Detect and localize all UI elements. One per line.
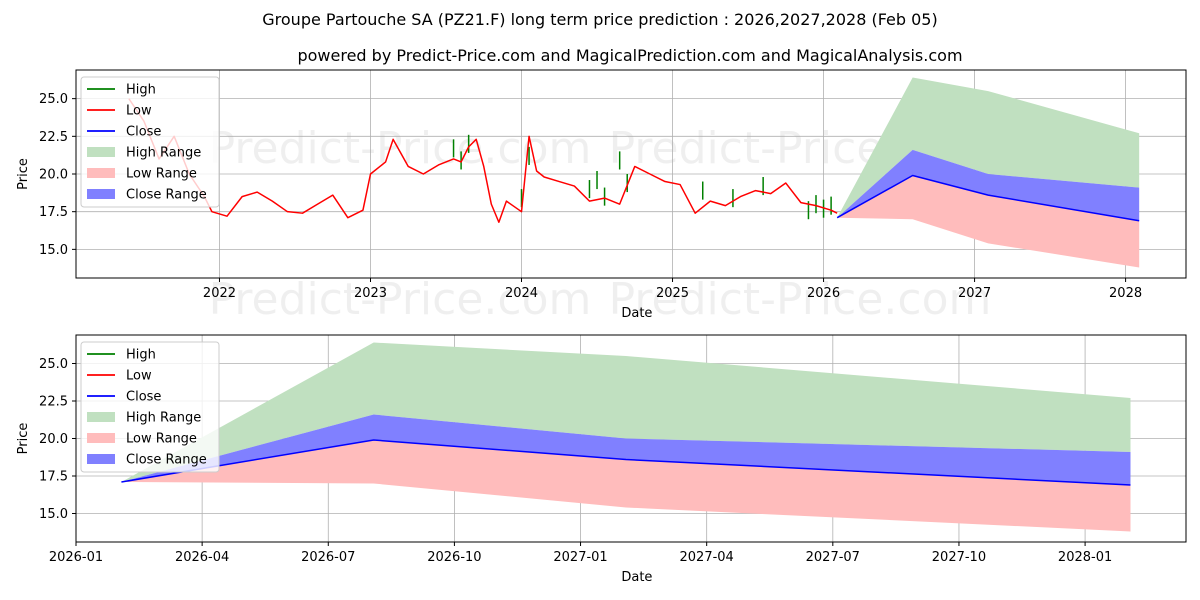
x-tick-label: 2028-01 [1058,550,1112,565]
x-axis-label: Date [621,570,652,585]
legend-high-label: High [126,348,156,363]
legend-low-label: Low [126,104,152,119]
y-tick-label: 25.0 [39,357,68,372]
x-tick-label: 2024 [505,286,538,301]
close-forecast-line [836,174,1140,222]
legend: High Low Close High Range Low Range Close Ran… [80,76,220,208]
chart-title: Groupe Partouche SA (PZ21.F) long term p… [262,10,937,29]
y-tick-label: 20.0 [39,432,68,447]
legend-close-range-swatch [87,189,115,199]
x-tick-label: 2028 [1109,286,1142,301]
bottom-chart-panel: 2026-01 2026-04 2026-07 2026-10 2027-01 2027-… [16,334,1187,585]
x-axis-label: Date [621,306,652,321]
x-tick-label: 2026-10 [427,550,481,565]
chart-subtitle: powered by Predict-Price.com and Magical… [297,46,962,65]
close-range-band [837,149,1140,221]
y-tick-label: 17.5 [39,470,68,485]
x-tick-label: 2026 [807,286,840,301]
x-tick-label: 2026-04 [175,550,229,565]
x-tick-label: 2027-01 [553,550,607,565]
close-range-band [121,414,1131,485]
x-tick-label: 2027-07 [806,550,860,565]
top-chart-panel: 2022 2023 2024 2025 2026 2027 2028 15.0 17.5 20.0… [16,69,1187,321]
low-series-line [128,98,838,223]
y-tick-label: 20.0 [39,168,68,183]
y-tick-label: 22.5 [39,395,68,410]
high-range-band [121,342,1131,482]
x-tick-label: 2026-07 [301,550,355,565]
legend-low-range-swatch [87,433,115,443]
y-axis-label: Price [16,158,31,190]
legend-close-range-label: Close Range [126,188,207,203]
x-tick-label: 2026-01 [49,550,103,565]
y-tick-label: 17.5 [39,205,68,220]
watermark: Predict-Price.com [209,123,592,174]
x-tick-label: 2027 [958,286,991,301]
legend-close-label: Close [126,390,161,405]
legend-close-range-label: Close Range [126,453,207,468]
y-tick-label: 15.0 [39,507,68,522]
watermark: Predict-Price.com [609,274,992,325]
low-range-band [121,440,1131,532]
low-range-band [837,175,1140,268]
legend-high-label: High [126,83,156,98]
legend-high-range-swatch [87,147,115,157]
high-range-band [837,77,1140,218]
legend-close-range-swatch [87,454,115,464]
legend-high-range-label: High Range [126,146,201,161]
legend-box [80,341,220,473]
legend-high-range-swatch [87,412,115,422]
legend: High Low Close High Range Low Range Close Ran… [80,341,220,473]
x-tick-label: 2023 [354,286,387,301]
x-tick-label: 2025 [656,286,689,301]
legend-close-label: Close [126,125,161,140]
legend-low-label: Low [126,369,152,384]
close-forecast-line [121,439,1131,486]
legend-box [80,76,220,208]
legend-high-range-label: High Range [126,411,201,426]
y-tick-label: 25.0 [39,92,68,107]
x-tick-label: 2027-04 [680,550,734,565]
y-axis-label: Price [16,423,31,455]
legend-low-range-swatch [87,168,115,178]
legend-low-range-label: Low Range [126,167,197,182]
watermark: Predict-Price.com [209,274,592,325]
x-tick-label: 2027-10 [932,550,986,565]
y-tick-label: 15.0 [39,243,68,258]
legend-low-range-label: Low Range [126,432,197,447]
y-tick-label: 22.5 [39,130,68,145]
x-tick-label: 2022 [203,286,236,301]
